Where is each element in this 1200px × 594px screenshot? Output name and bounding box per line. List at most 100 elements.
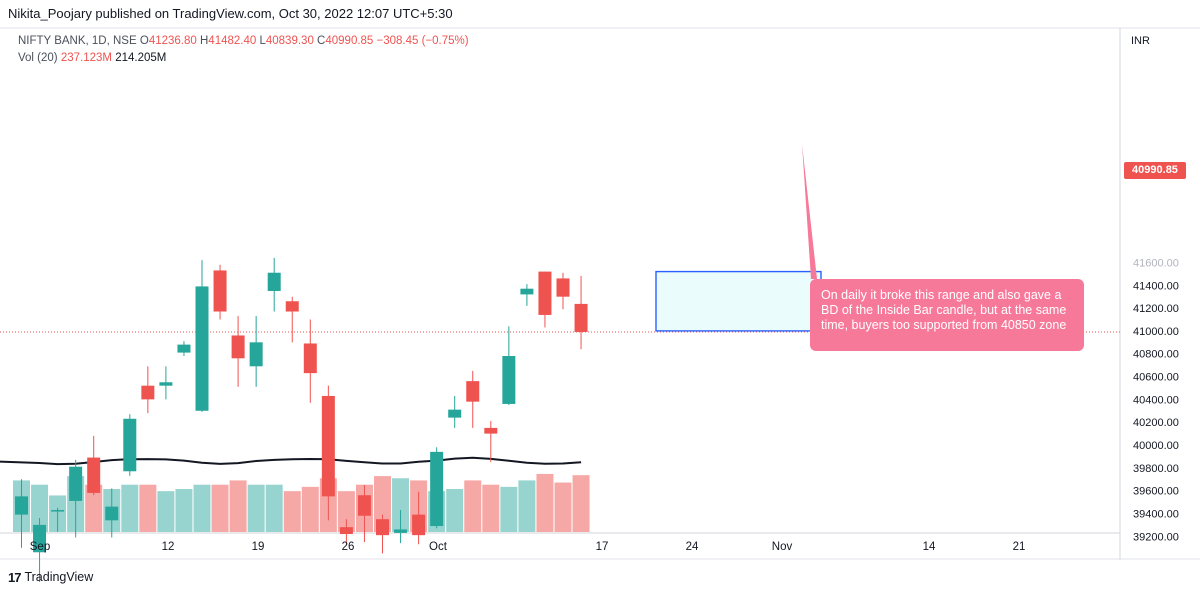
high-value: 41482.40 xyxy=(208,35,257,47)
last-price-tag: 40990.85 xyxy=(1124,162,1186,179)
volume-bar xyxy=(139,484,157,532)
candle-body xyxy=(448,409,462,418)
open-value: 41236.80 xyxy=(148,35,197,47)
volume-bar xyxy=(572,475,590,532)
time-tick-label: Oct xyxy=(429,541,448,553)
candle-body xyxy=(33,524,47,553)
volume-bar xyxy=(518,480,536,532)
candle-body xyxy=(376,519,389,536)
open-label: O xyxy=(139,35,149,47)
price-tick-label: 41400.00 xyxy=(1133,280,1179,292)
low-label: L xyxy=(259,35,266,47)
price-tick-label: 39400.00 xyxy=(1133,508,1179,520)
candle-body xyxy=(538,271,552,315)
candle-body xyxy=(51,510,65,512)
close-value: 40990.85 xyxy=(325,35,374,47)
candle-body xyxy=(520,288,534,295)
candle-body xyxy=(87,457,101,493)
volume-legend: Vol (20) 237.123M 214.205M xyxy=(18,52,166,64)
header-bar: Nikita_Poojary published on TradingView.… xyxy=(0,0,1200,28)
candle-body xyxy=(466,381,480,402)
volume-bar xyxy=(536,473,554,532)
volume-bar xyxy=(392,478,410,532)
volume-bar xyxy=(31,484,49,532)
price-tick-label: 39600.00 xyxy=(1133,486,1179,498)
candle-body xyxy=(123,418,137,472)
time-tick-label: 14 xyxy=(923,541,936,553)
change-value: −308.45 (−0.75%) xyxy=(376,35,469,47)
price-tick-label: 41000.00 xyxy=(1133,326,1179,338)
candle-body xyxy=(502,356,516,404)
volume-bar xyxy=(121,484,139,532)
candle-body xyxy=(177,344,191,353)
volume-ma-value: 214.205M xyxy=(115,52,167,64)
time-tick-label: Nov xyxy=(772,541,793,553)
time-tick-label: 21 xyxy=(1013,541,1026,553)
volume-bar xyxy=(554,482,572,532)
price-tick-label: 39800.00 xyxy=(1133,463,1179,475)
volume-value: 237.123M xyxy=(60,52,112,64)
price-tick-label: 39200.00 xyxy=(1133,531,1179,543)
price-tick-label: 41200.00 xyxy=(1133,303,1179,315)
candle-body xyxy=(484,427,498,434)
volume-bar xyxy=(265,484,283,532)
volume-bar xyxy=(85,484,103,532)
volume-bar xyxy=(211,484,229,532)
volume-bar xyxy=(157,491,175,532)
candle-body xyxy=(141,385,155,400)
candle-body xyxy=(430,451,444,527)
candle-body xyxy=(321,395,335,497)
candle-body xyxy=(556,278,570,297)
close-label: C xyxy=(317,35,326,47)
volume-bar xyxy=(301,486,319,532)
price-tick-label: 41600.00 xyxy=(1133,257,1179,269)
volume-ma-line xyxy=(0,456,582,466)
volume-bar xyxy=(464,480,482,532)
candle-body xyxy=(412,514,426,536)
candle-body xyxy=(195,286,209,411)
volume-bar xyxy=(229,480,247,532)
time-tick-label: 12 xyxy=(162,541,175,553)
volume-bar xyxy=(337,491,355,532)
footer-brand[interactable]: 17 TradingView xyxy=(8,568,93,586)
candle-body xyxy=(339,527,353,535)
volume-bar xyxy=(247,484,265,532)
candle-body xyxy=(357,495,371,516)
candle-body xyxy=(267,272,281,291)
candle-body xyxy=(231,335,245,359)
volume-label[interactable]: Vol (20) xyxy=(18,52,58,64)
currency-label: INR xyxy=(1131,35,1150,47)
candle-body xyxy=(394,529,408,533)
time-tick-label: 26 xyxy=(342,541,355,553)
candle-body xyxy=(249,342,263,367)
publisher-text: Nikita_Poojary published on TradingView.… xyxy=(8,6,453,21)
candle-body xyxy=(15,496,28,515)
candle-body xyxy=(213,270,227,312)
volume-bar xyxy=(500,486,518,532)
candle-body xyxy=(105,506,119,521)
candle-body xyxy=(303,343,317,374)
volume-bar xyxy=(482,484,500,532)
range-box xyxy=(655,270,822,332)
time-tick-label: 19 xyxy=(252,541,265,553)
annotation-arrow xyxy=(802,144,817,279)
time-tick-label: 24 xyxy=(686,541,699,553)
symbol-label[interactable]: NIFTY BANK, 1D, NSE xyxy=(18,35,137,47)
annotation-callout[interactable]: On daily it broke this range and also ga… xyxy=(810,279,1084,351)
volume-bar xyxy=(446,489,464,532)
price-tick-label: 40600.00 xyxy=(1133,372,1179,384)
price-tick-label: 40200.00 xyxy=(1133,417,1179,429)
candle-body xyxy=(285,301,299,312)
candle-body xyxy=(69,466,83,501)
price-tick-label: 40000.00 xyxy=(1133,440,1179,452)
low-value: 40839.30 xyxy=(265,35,314,47)
candle-body xyxy=(574,303,588,332)
ohlc-legend: NIFTY BANK, 1D, NSE O41236.80 H41482.40 … xyxy=(18,35,469,47)
high-label: H xyxy=(199,35,209,47)
price-tick-label: 40400.00 xyxy=(1133,394,1179,406)
time-tick-label: 17 xyxy=(596,541,609,553)
volume-bar xyxy=(193,484,211,532)
candle-body xyxy=(159,382,173,386)
price-tick-label: 40800.00 xyxy=(1133,349,1179,361)
